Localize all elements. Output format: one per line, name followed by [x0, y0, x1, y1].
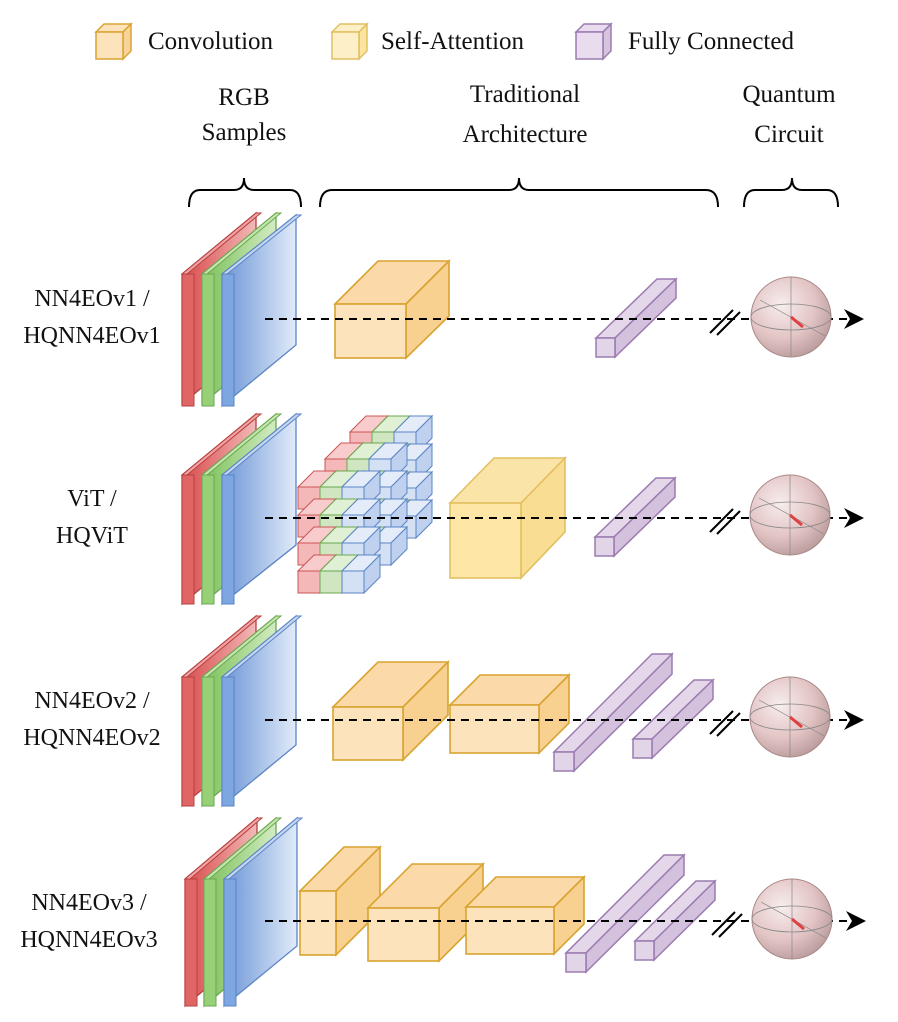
fully-connected-block-1: [564, 853, 686, 974]
break-marker: [711, 911, 743, 938]
header-rgb-line2: Samples: [202, 119, 287, 146]
row2-pipeline: [180, 412, 864, 606]
convolution-block-2: [366, 862, 485, 963]
row4-pipeline: [183, 816, 866, 1008]
legend-convolution-swatch: [94, 22, 133, 61]
rgb-stack: [180, 412, 303, 606]
brace-rgb: [188, 177, 302, 208]
brace-traditional: [319, 177, 719, 208]
brace-quantum: [743, 177, 839, 208]
bloch-sphere: [750, 276, 832, 358]
break-marker: [709, 309, 741, 336]
row2-label-line2: HQViT: [56, 523, 128, 549]
convolution-block-3: [464, 875, 586, 956]
row3-pipeline: [180, 614, 864, 808]
fully-connected-block-2: [633, 879, 717, 962]
row1-label-line1: NN4EOv1 /: [34, 286, 150, 312]
row2-label-line1: ViT /: [67, 486, 117, 512]
legend-self-attention-label: Self-Attention: [381, 28, 525, 55]
patch-grid: [296, 414, 434, 595]
row3-label-line1: NN4EOv2 /: [34, 688, 150, 714]
break-marker: [709, 710, 741, 737]
header-traditional-line2: Architecture: [463, 121, 588, 148]
fully-connected-block-1: [552, 652, 674, 773]
bloch-sphere: [749, 676, 831, 758]
patch-cube: [340, 553, 382, 595]
convolution-block-2: [448, 673, 571, 755]
legend-fully-connected-swatch: [574, 22, 613, 61]
legend-fully-connected-label: Fully Connected: [628, 28, 794, 55]
self-attention-block: [448, 456, 567, 580]
convolution-block: [333, 259, 451, 360]
header-quantum-line1: Quantum: [742, 81, 836, 108]
bloch-sphere: [751, 878, 833, 960]
header-traditional-line1: Traditional: [470, 81, 580, 108]
legend-self-attention-swatch: [330, 22, 369, 61]
row4-label-line2: HQNN4EOv3: [20, 927, 157, 953]
convolution-block-1: [298, 845, 382, 957]
fully-connected-block-2: [631, 678, 715, 760]
rgb-stack: [180, 614, 303, 808]
row1-label-line2: HQNN4EOv1: [23, 323, 160, 349]
header-rgb-line1: RGB: [218, 84, 269, 111]
rgb-stack: [180, 211, 303, 408]
rgb-stack: [183, 816, 304, 1008]
legend-convolution-label: Convolution: [148, 28, 274, 55]
row3-label-line2: HQNN4EOv2: [23, 725, 160, 751]
bloch-sphere: [749, 474, 831, 556]
convolution-block-1: [331, 660, 450, 762]
legend: Convolution Self-Attention Fully Connect…: [94, 22, 794, 61]
header-quantum-line2: Circuit: [754, 121, 823, 148]
row1-pipeline: [180, 211, 864, 408]
row4-label-line1: NN4EOv3 /: [31, 890, 147, 916]
break-marker: [709, 508, 741, 535]
